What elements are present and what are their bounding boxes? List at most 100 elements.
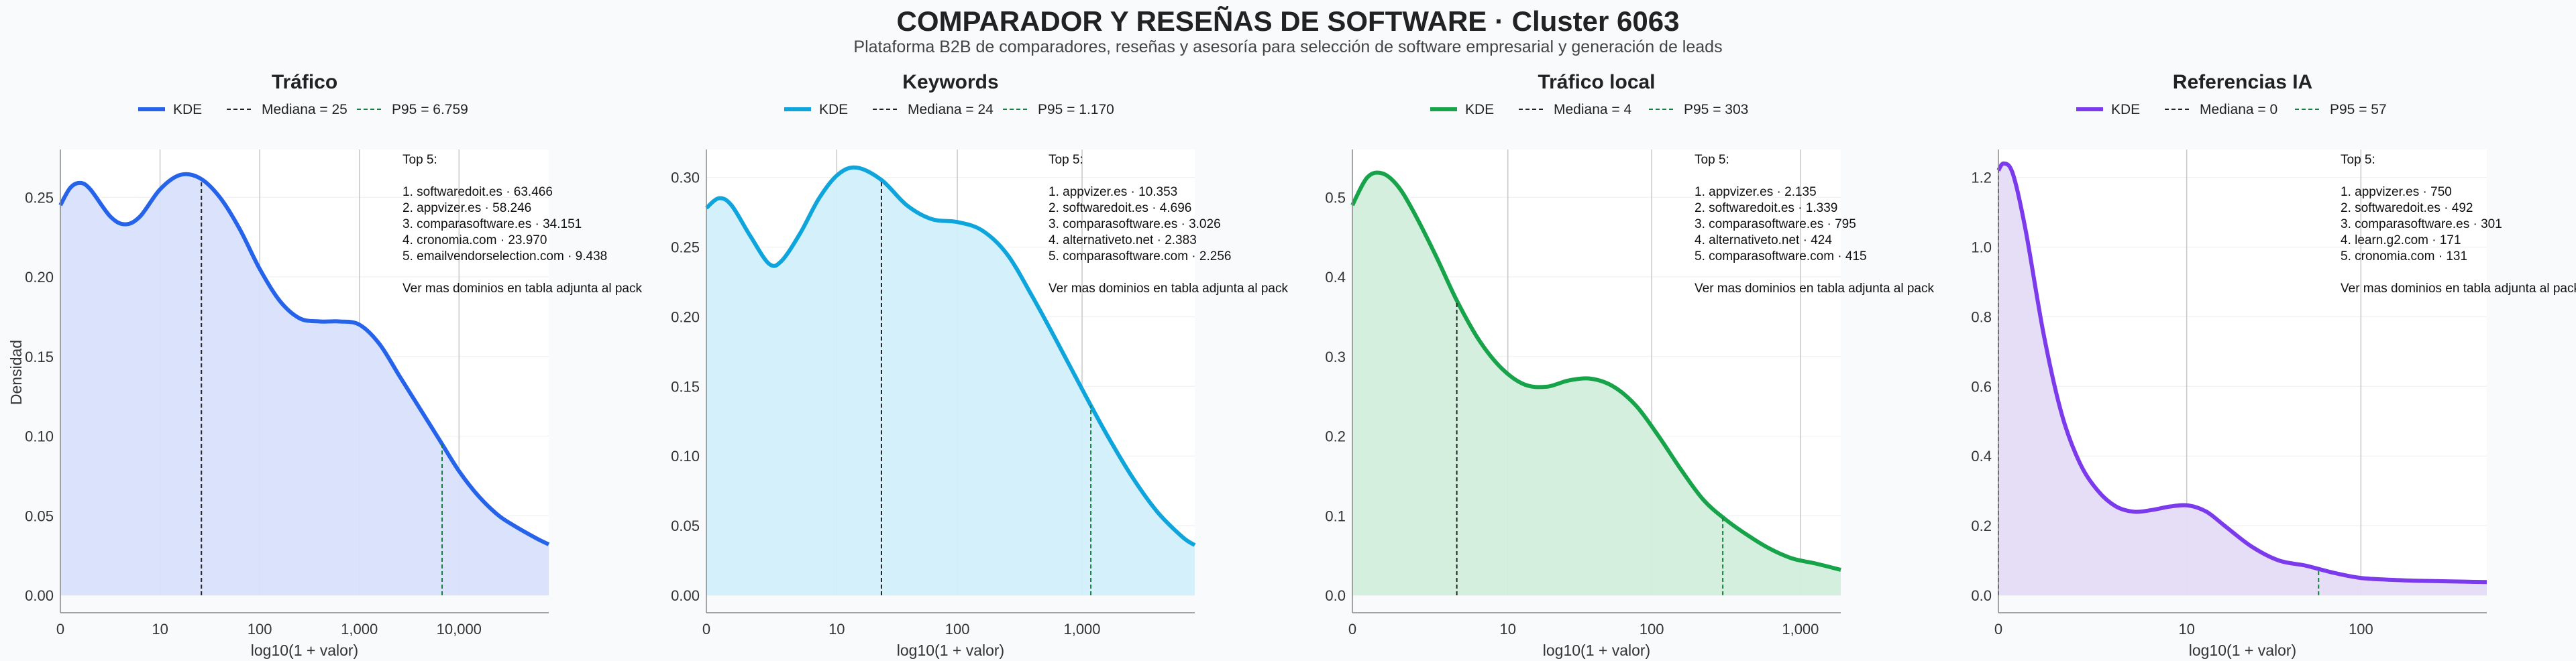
legend-p95-label: P95 = 6.759 bbox=[392, 102, 468, 117]
annotation-footer: Ver mas dominios en tabla adjunta al pac… bbox=[402, 282, 642, 296]
annotation-item: 3. comparasoftware.es · 301 bbox=[2341, 217, 2502, 231]
x-axis-label: log10(1 + valor) bbox=[1543, 642, 1650, 659]
y-tick-label: 0.5 bbox=[1325, 189, 1346, 206]
annotation-heading: Top 5: bbox=[1049, 153, 1083, 167]
y-tick-label: 0.4 bbox=[1325, 269, 1346, 286]
y-tick-label: 0.20 bbox=[25, 269, 54, 286]
kde-line bbox=[1996, 161, 2487, 585]
annotation-footer: Ver mas dominios en tabla adjunta al pac… bbox=[2341, 282, 2576, 296]
y-tick-label: 0.4 bbox=[1971, 448, 1992, 465]
annotation-item: 4. learn.g2.com · 171 bbox=[2341, 233, 2461, 247]
y-tick-label: 0.3 bbox=[1325, 349, 1346, 365]
legend-median-label: Mediana = 24 bbox=[908, 102, 994, 117]
y-tick-label: 0.2 bbox=[1325, 428, 1346, 445]
kde-area bbox=[60, 174, 549, 595]
legend-p95-label: P95 = 57 bbox=[2330, 102, 2387, 117]
y-tick-label: 0.2 bbox=[1971, 518, 1992, 534]
x-tick-label: 100 bbox=[945, 621, 970, 638]
legend-p95-label: P95 = 1.170 bbox=[1038, 102, 1114, 117]
y-tick-label: 0.05 bbox=[671, 518, 700, 534]
x-axis-label: log10(1 + valor) bbox=[251, 642, 358, 659]
annotation-item: 1. appvizer.es · 750 bbox=[2341, 185, 2452, 199]
y-tick-label: 0.25 bbox=[25, 189, 54, 206]
annotation-item: 2. appvizer.es · 58.246 bbox=[402, 201, 531, 215]
annotation-item: 5. cronomia.com · 131 bbox=[2341, 249, 2467, 263]
kde-area bbox=[1352, 172, 1841, 595]
y-tick-label: 0.00 bbox=[671, 587, 700, 604]
annotation-item: 5. comparasoftware.com · 2.256 bbox=[1049, 249, 1231, 263]
annotation-item: 3. comparasoftware.es · 795 bbox=[1695, 217, 1856, 231]
legend-median-label: Mediana = 4 bbox=[1554, 102, 1631, 117]
y-tick-label: 0.10 bbox=[25, 428, 54, 445]
kde-area bbox=[706, 167, 1195, 595]
kde-line bbox=[1350, 170, 1841, 572]
annotation-item: 1. softwaredoit.es · 63.466 bbox=[402, 185, 553, 199]
y-tick-label: 0.0 bbox=[1325, 587, 1346, 604]
annotation-item: 3. comparasoftware.es · 3.026 bbox=[1049, 217, 1221, 231]
y-tick-label: 0.10 bbox=[671, 448, 700, 465]
annotation-item: 1. appvizer.es · 2.135 bbox=[1695, 185, 1817, 199]
subplot-title: Tráfico bbox=[272, 71, 337, 93]
legend-p95-label: P95 = 303 bbox=[1684, 102, 1748, 117]
y-tick-label: 1.0 bbox=[1971, 239, 1992, 255]
subplot-title: Keywords bbox=[902, 71, 998, 93]
x-axis-label: log10(1 + valor) bbox=[2189, 642, 2296, 659]
legend-median-label: Mediana = 0 bbox=[2200, 102, 2277, 117]
annotation-item: 3. comparasoftware.es · 34.151 bbox=[402, 217, 582, 231]
y-tick-label: 0.00 bbox=[25, 587, 54, 604]
annotation-heading: Top 5: bbox=[402, 153, 437, 167]
y-tick-label: 0.05 bbox=[25, 507, 54, 524]
y-tick-label: 0.20 bbox=[671, 308, 700, 325]
page-title: COMPARADOR Y RESEÑAS DE SOFTWARE · Clust… bbox=[896, 5, 1680, 37]
x-tick-label: 0 bbox=[56, 621, 64, 638]
kde-line bbox=[705, 165, 1196, 547]
x-tick-label: 1,000 bbox=[341, 621, 378, 638]
annotation-item: 4. alternativeto.net · 424 bbox=[1695, 233, 1832, 247]
x-tick-label: 100 bbox=[248, 621, 272, 638]
x-tick-label: 0 bbox=[702, 621, 710, 638]
y-tick-label: 0.15 bbox=[25, 349, 54, 365]
annotation-item: 2. softwaredoit.es · 492 bbox=[2341, 201, 2473, 215]
x-tick-label: 10,000 bbox=[437, 621, 482, 638]
x-tick-label: 1,000 bbox=[1063, 621, 1100, 638]
x-tick-label: 10 bbox=[828, 621, 845, 638]
annotation-heading: Top 5: bbox=[1695, 153, 1729, 167]
x-tick-label: 100 bbox=[1640, 621, 1664, 638]
legend-kde-label: KDE bbox=[1465, 102, 1494, 117]
legend-median-label: Mediana = 25 bbox=[262, 102, 347, 117]
annotation-item: 4. alternativeto.net · 2.383 bbox=[1049, 233, 1197, 247]
y-tick-label: 1.2 bbox=[1971, 170, 1992, 186]
y-tick-label: 0.8 bbox=[1971, 308, 1992, 325]
annotation-item: 5. emailvendorselection.com · 9.438 bbox=[402, 249, 607, 263]
x-axis-label: log10(1 + valor) bbox=[897, 642, 1004, 659]
kde-area bbox=[1998, 163, 2487, 596]
annotation-item: 4. cronomia.com · 23.970 bbox=[402, 233, 547, 247]
subplot-title: Tráfico local bbox=[1538, 71, 1655, 93]
x-tick-label: 1,000 bbox=[1782, 621, 1819, 638]
annotation-item: 2. softwaredoit.es · 1.339 bbox=[1695, 201, 1837, 215]
y-axis-label: Densidad bbox=[7, 340, 25, 405]
x-tick-label: 0 bbox=[1994, 621, 2002, 638]
x-tick-label: 0 bbox=[1348, 621, 1356, 638]
y-tick-label: 0.6 bbox=[1971, 378, 1992, 395]
annotation-item: 1. appvizer.es · 10.353 bbox=[1049, 185, 1177, 199]
x-tick-label: 10 bbox=[152, 621, 168, 638]
y-tick-label: 0.0 bbox=[1971, 587, 1992, 604]
x-tick-label: 10 bbox=[2178, 621, 2194, 638]
annotation-item: 2. softwaredoit.es · 4.696 bbox=[1049, 201, 1191, 215]
legend-kde-label: KDE bbox=[819, 102, 848, 117]
subplot-title: Referencias IA bbox=[2173, 71, 2312, 93]
annotation-footer: Ver mas dominios en tabla adjunta al pac… bbox=[1695, 282, 1934, 296]
legend-kde-label: KDE bbox=[2111, 102, 2140, 117]
kde-line bbox=[58, 172, 550, 546]
x-tick-label: 100 bbox=[2349, 621, 2373, 638]
y-tick-label: 0.30 bbox=[671, 170, 700, 186]
y-tick-label: 0.1 bbox=[1325, 507, 1346, 524]
annotation-footer: Ver mas dominios en tabla adjunta al pac… bbox=[1049, 282, 1288, 296]
y-tick-label: 0.25 bbox=[671, 239, 700, 255]
y-tick-label: 0.15 bbox=[671, 378, 700, 395]
x-tick-label: 10 bbox=[1500, 621, 1516, 638]
legend-kde-label: KDE bbox=[173, 102, 202, 117]
page-subtitle: Plataforma B2B de comparadores, reseñas … bbox=[853, 38, 1723, 56]
